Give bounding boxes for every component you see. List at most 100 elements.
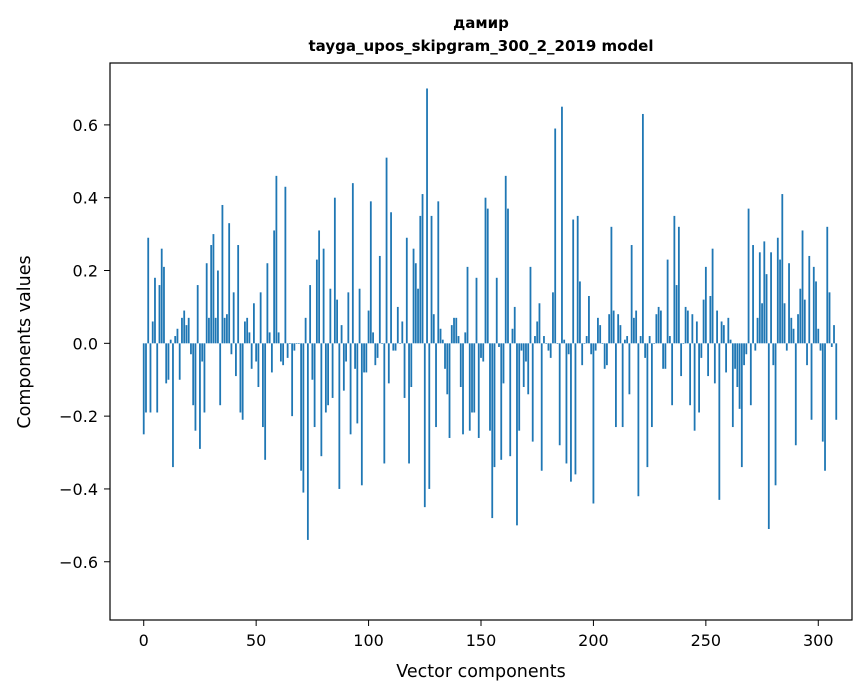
bar-component-153 — [486, 208, 489, 344]
bar-component-216 — [628, 343, 631, 395]
bar-component-182 — [552, 292, 554, 344]
bar-component-239 — [680, 343, 683, 377]
bar-component-29 — [208, 317, 210, 344]
bar-component-266 — [740, 343, 743, 468]
bar-component-152 — [484, 197, 487, 344]
bar-component-274 — [758, 252, 761, 344]
bar-component-57 — [270, 343, 273, 373]
bar-component-188 — [565, 343, 568, 464]
x-tick-label: 300 — [803, 631, 834, 650]
bar-component-199 — [590, 343, 593, 355]
bar-component-52 — [259, 292, 262, 344]
bar-component-90 — [345, 343, 347, 362]
bar-component-66 — [291, 343, 294, 417]
bar-component-250 — [704, 266, 707, 344]
bar-component-27 — [203, 343, 206, 413]
bar-component-166 — [516, 343, 518, 526]
bar-component-162 — [507, 208, 509, 344]
y-tick-label: −0.6 — [59, 553, 98, 572]
bar-component-122 — [417, 288, 419, 344]
bar-component-5 — [154, 277, 156, 344]
bar-component-228 — [655, 314, 658, 344]
bar-component-307 — [833, 325, 835, 344]
x-tick-label: 150 — [466, 631, 497, 650]
bar-component-107 — [383, 343, 386, 464]
bar-component-93 — [351, 183, 354, 344]
bar-component-16 — [178, 343, 181, 380]
bar-component-35 — [221, 204, 224, 344]
bar-component-275 — [761, 303, 763, 344]
bar-component-141 — [459, 343, 462, 388]
bar-component-270 — [749, 343, 752, 406]
bar-component-19 — [185, 325, 188, 344]
bar-component-290 — [794, 343, 797, 446]
bar-component-200 — [592, 343, 595, 504]
bar-component-267 — [743, 343, 745, 366]
bar-component-201 — [594, 343, 597, 351]
bar-component-258 — [722, 325, 725, 344]
bar-component-221 — [639, 336, 642, 344]
y-tick-label: −0.4 — [59, 480, 98, 499]
bar-component-28 — [205, 263, 208, 344]
bar-component-202 — [597, 317, 599, 344]
bar-component-160 — [502, 343, 505, 384]
bar-component-26 — [201, 343, 204, 362]
bar-component-196 — [583, 343, 586, 344]
bar-component-176 — [538, 303, 541, 344]
bar-component-15 — [176, 328, 179, 344]
bar-component-128 — [430, 215, 433, 344]
bar-component-51 — [257, 343, 260, 388]
bar-component-150 — [480, 343, 482, 358]
bar-component-38 — [228, 223, 231, 344]
chart-subtitle: tayga_upos_skipgram_300_2_2019 model — [309, 37, 654, 55]
bar-component-244 — [691, 314, 694, 344]
x-tick-label: 250 — [691, 631, 722, 650]
bar-component-58 — [273, 230, 276, 344]
bar-component-241 — [684, 306, 687, 344]
bar-component-125 — [423, 343, 426, 508]
bar-component-44 — [241, 343, 244, 420]
bar-component-10 — [165, 343, 168, 384]
bar-component-39 — [230, 343, 233, 355]
bar-component-206 — [606, 343, 608, 366]
bar-component-94 — [354, 343, 356, 369]
bar-component-31 — [212, 234, 215, 344]
bar-component-285 — [783, 303, 786, 344]
bar-component-54 — [264, 343, 267, 460]
bar-component-281 — [774, 343, 777, 486]
bar-component-120 — [412, 248, 415, 344]
bar-component-2 — [147, 237, 150, 344]
bar-component-224 — [646, 343, 649, 468]
bar-component-72 — [304, 317, 307, 344]
bar-component-276 — [763, 241, 766, 344]
bar-component-293 — [801, 230, 804, 344]
bar-component-225 — [648, 336, 651, 344]
bar-component-178 — [543, 336, 545, 344]
bar-component-210 — [615, 343, 617, 428]
bar-component-47 — [248, 332, 251, 344]
bar-component-145 — [468, 343, 471, 431]
bar-component-213 — [621, 343, 624, 428]
bar-component-59 — [275, 175, 278, 344]
bar-component-74 — [309, 285, 312, 344]
bar-component-264 — [736, 343, 739, 388]
bars-layer — [142, 88, 838, 540]
bar-component-219 — [635, 310, 638, 344]
bar-component-109 — [387, 343, 390, 384]
bar-component-284 — [781, 194, 784, 344]
bar-component-280 — [772, 343, 775, 366]
bar-component-4 — [151, 321, 154, 344]
bar-component-230 — [659, 310, 662, 344]
bar-component-218 — [633, 317, 635, 344]
bar-component-227 — [653, 343, 656, 344]
bar-component-40 — [232, 292, 235, 344]
bar-component-1 — [145, 343, 147, 413]
bar-component-46 — [246, 317, 249, 344]
bar-component-75 — [311, 343, 314, 380]
x-axis-label: Vector components — [396, 662, 565, 682]
bar-component-132 — [439, 328, 442, 344]
bar-component-104 — [376, 343, 379, 358]
bar-component-204 — [601, 343, 604, 344]
bar-component-191 — [572, 219, 575, 344]
